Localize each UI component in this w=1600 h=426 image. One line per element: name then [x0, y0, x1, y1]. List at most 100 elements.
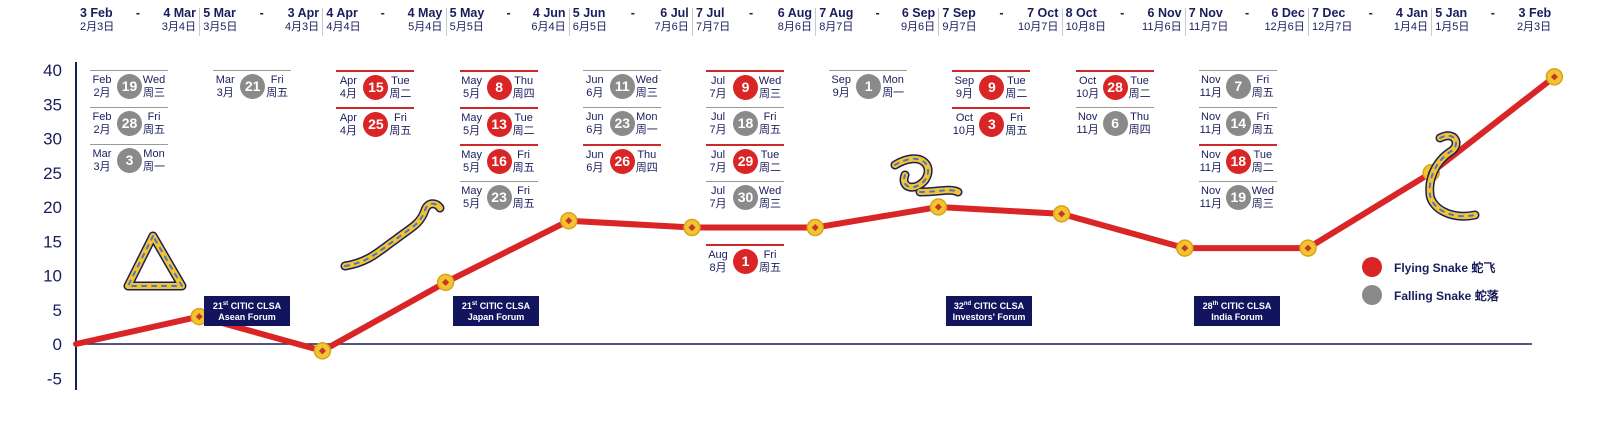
entry-dow-en: Thu [1130, 111, 1150, 123]
entry-month: May 5月 [460, 75, 484, 101]
calendar-entry: Apr 4月 15 Tue 周二 [336, 70, 415, 106]
entry-month: Jun 6月 [583, 74, 607, 100]
period-to-cn: 2月3日 [1516, 21, 1552, 33]
period-from: 4 Apr [326, 6, 358, 20]
y-tick-label: -5 [47, 369, 62, 388]
entry-month-en: Jun [585, 111, 604, 123]
calendar-entry: Jul 7月 9 Wed 周三 [706, 70, 784, 106]
period-dash: - [875, 6, 880, 20]
period-to-cn: 9月6日 [900, 21, 936, 33]
period-to: 4 Jan [1396, 6, 1428, 20]
coin-marker [683, 218, 701, 237]
entry-dow-cn: 周三 [759, 198, 781, 210]
entry-month-cn: 2月 [93, 124, 111, 136]
entry-month-en: Oct [955, 112, 973, 124]
y-tick-label: 35 [43, 95, 62, 114]
falling-snake-day: 21 [240, 74, 266, 99]
forum-badge-japan: 21st CITIC CLSA Japan Forum [453, 296, 539, 326]
flying-snake-day: 26 [609, 149, 635, 174]
entry-month: Aug 8月 [706, 249, 730, 275]
entry-month: Nov 11月 [1199, 149, 1223, 175]
entry-month-cn: 6月 [586, 124, 604, 136]
entry-dow-cn: 周二 [1005, 88, 1028, 100]
period-separator [692, 8, 693, 36]
entry-weekday: Thu 周四 [633, 149, 661, 175]
calendar-entry: Jun 6月 11 Wed 周三 [582, 70, 661, 105]
entry-dow-en: Fri [393, 112, 407, 124]
period-dash: - [999, 6, 1004, 20]
coin-marker [929, 198, 948, 216]
period-separator [1184, 8, 1186, 36]
entry-month-cn: 4月 [339, 125, 357, 137]
calendar-entry: May 5月 13 Tue 周二 [459, 107, 538, 143]
entry-month-en: Sep [954, 75, 975, 87]
entry-month: Feb 2月 [90, 111, 114, 137]
period-to-cn: 8月6日 [777, 21, 812, 33]
entry-weekday: Mon 周一 [140, 148, 168, 174]
entry-month: Mar 3月 [90, 148, 114, 174]
entry-weekday: Thu 周四 [1126, 111, 1154, 137]
period-dash: - [1490, 6, 1495, 20]
period-header: 5 Jun - 6 Jul 6月5日 7月6日 [573, 6, 689, 34]
entry-month-en: Nov [1201, 185, 1221, 197]
entry-weekday: Fri 周五 [510, 149, 538, 175]
snake-standing-pattern [1428, 134, 1476, 218]
entry-month-en: May [461, 75, 482, 87]
flying-snake-day: 18 [1225, 149, 1251, 174]
flying-snake-day: 13 [486, 112, 512, 137]
snake-rising-pattern [344, 202, 441, 267]
entry-month: May 5月 [460, 112, 484, 138]
legend-falling-label: Falling Snake 蛇落 [1394, 288, 1499, 303]
entry-dow-cn: 周五 [1251, 87, 1274, 99]
entry-month-en: Jul [710, 75, 726, 87]
entry-dow-cn: 周四 [1128, 124, 1151, 136]
entry-dow-cn: 周二 [1128, 88, 1151, 100]
period-header: 7 Nov - 6 Dec 11月7日 12月6日 [1189, 6, 1305, 34]
entry-month-en: Aug [708, 249, 728, 261]
entry-month: Jul 7月 [706, 75, 730, 101]
y-tick-label: 5 [53, 301, 62, 320]
period-to: 6 Aug [777, 6, 812, 20]
period-dash: - [380, 6, 385, 20]
entry-weekday: Tue 周二 [510, 112, 538, 138]
entry-month: Sep 9月 [952, 75, 976, 101]
period-to-cn: 7月6日 [654, 21, 689, 33]
falling-snake-day: 18 [733, 111, 758, 136]
entry-dow-cn: 周五 [1251, 124, 1274, 136]
period-from-cn: 7月7日 [696, 21, 731, 33]
entry-month-en: Nov [1201, 111, 1221, 123]
falling-snake-day: 11 [609, 74, 635, 99]
entry-dow-en: Tue [1253, 149, 1273, 161]
period-from-cn: 8月7日 [819, 21, 854, 33]
entry-month-en: Sep [831, 74, 851, 86]
period-from: 7 Jul [696, 6, 725, 20]
calendar-entry: Oct 10月 28 Tue 周二 [1075, 70, 1154, 106]
period-from: 5 May [449, 6, 485, 20]
period-header: 7 Aug - 6 Sep 8月7日 9月6日 [819, 6, 935, 34]
entry-month-cn: 10月 [952, 125, 977, 137]
falling-snake-day: 23 [609, 111, 635, 136]
period-to-cn: 5月4日 [408, 21, 443, 33]
calendar-entry: Nov 11月 19 Wed 周三 [1198, 181, 1277, 216]
period-from: 7 Aug [819, 6, 854, 20]
falling-snake-day: 23 [486, 185, 512, 210]
flying-snake-day: 3 [979, 112, 1005, 137]
entry-dow-cn: 周五 [512, 162, 535, 174]
period-separator [1308, 8, 1309, 36]
period-dash: - [1245, 6, 1250, 20]
period-header: 5 Jan - 3 Feb 1月5日 2月3日 [1435, 6, 1551, 34]
coin-marker-hole [934, 203, 942, 211]
flying-snake-day: 29 [733, 149, 758, 174]
snake-triangle-pattern [126, 233, 184, 287]
legend-falling-swatch [1362, 285, 1382, 305]
entry-dow-cn: 周二 [389, 88, 412, 100]
entry-weekday: Fri 周五 [140, 111, 168, 137]
entry-dow-en: Tue [760, 149, 780, 161]
entry-dow-cn: 周二 [512, 125, 535, 137]
entry-weekday: Fri 周五 [756, 249, 784, 275]
entry-weekday: Mon 周一 [879, 74, 907, 100]
entry-month-cn: 5月 [463, 198, 481, 210]
flying-snake-day: 15 [363, 75, 389, 100]
entry-dow-en: Thu [514, 75, 534, 87]
calendar-entry: Jun 6月 23 Mon 周一 [582, 107, 661, 142]
